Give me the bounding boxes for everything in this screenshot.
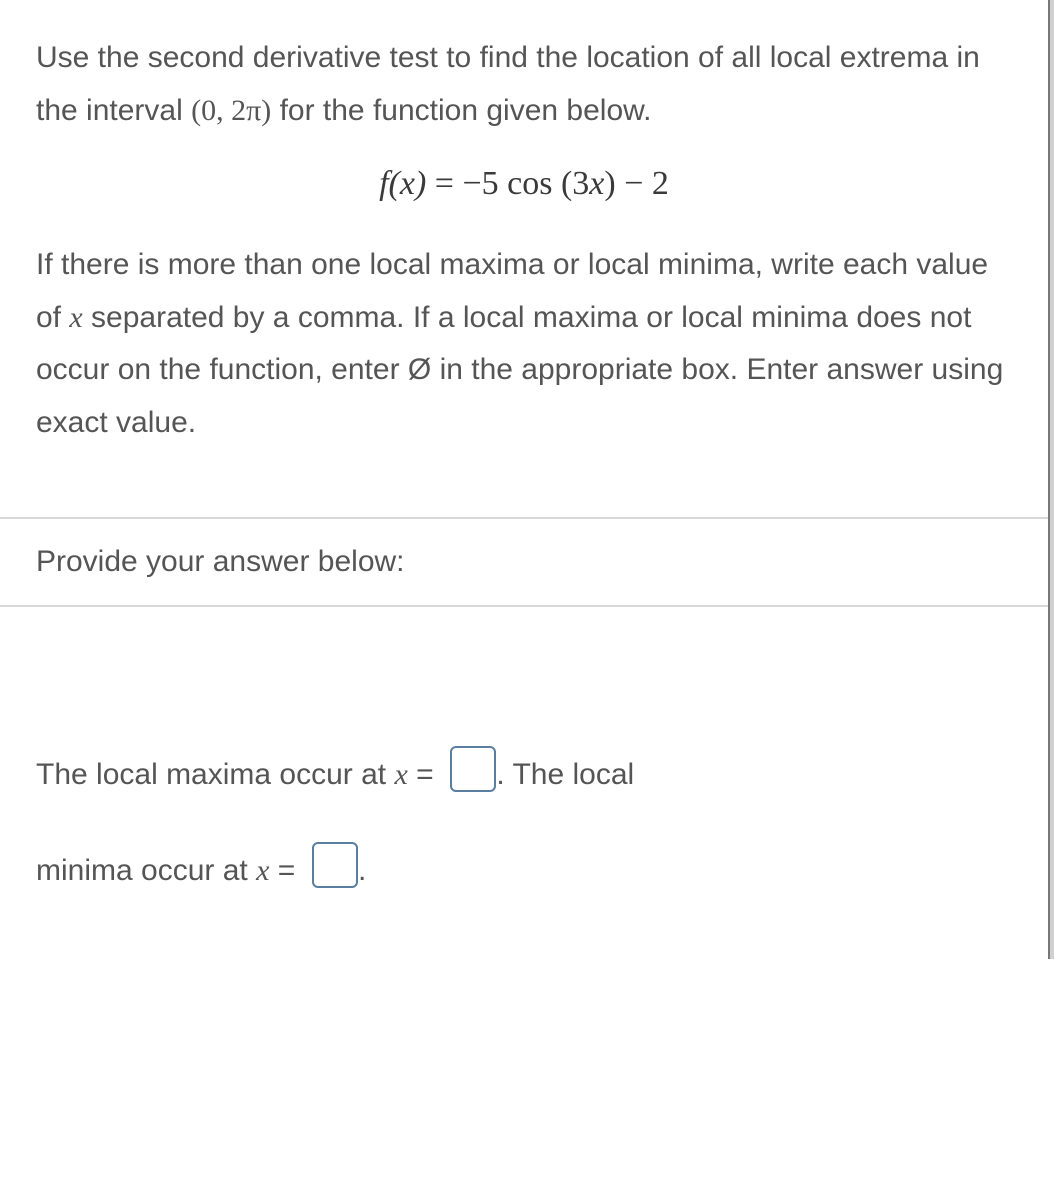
ans1-b: . The local bbox=[496, 758, 634, 791]
ans2-a: minima occur at bbox=[36, 854, 256, 887]
eq-eq: = bbox=[426, 165, 462, 202]
q2-x: x bbox=[69, 301, 82, 334]
ans2-b: . bbox=[358, 854, 366, 887]
minima-input[interactable] bbox=[312, 842, 358, 888]
question-paragraph-2: If there is more than one local maxima o… bbox=[36, 239, 1012, 449]
interval-text: (0, 2π) bbox=[191, 94, 271, 127]
question-paragraph-1: Use the second derivative test to find t… bbox=[36, 32, 1012, 137]
answer-line-2: minima occur at x = . bbox=[36, 854, 366, 887]
page-container: Use the second derivative test to find t… bbox=[0, 0, 1054, 959]
eq-rhs: −5 cos (3x) − 2 bbox=[462, 165, 668, 202]
emptyset-symbol: Ø bbox=[408, 353, 431, 386]
ans1-eq: = bbox=[408, 758, 442, 791]
answer-section: The local maxima occur at x = . The loca… bbox=[0, 607, 1048, 959]
question-section: Use the second derivative test to find t… bbox=[0, 0, 1048, 519]
ans2-eq: = bbox=[269, 854, 303, 887]
eq-lhs: f(x) bbox=[379, 165, 426, 202]
maxima-input[interactable] bbox=[450, 746, 496, 792]
answer-line-1: The local maxima occur at x = . The loca… bbox=[36, 758, 634, 791]
ans2-x: x bbox=[256, 854, 269, 887]
answer-prompt: Provide your answer below: bbox=[0, 519, 1048, 607]
function-equation: f(x) = −5 cos (3x) − 2 bbox=[36, 165, 1012, 203]
ans1-x: x bbox=[394, 758, 407, 791]
q1-text-b: for the function given below. bbox=[271, 94, 651, 127]
ans1-a: The local maxima occur at bbox=[36, 758, 394, 791]
